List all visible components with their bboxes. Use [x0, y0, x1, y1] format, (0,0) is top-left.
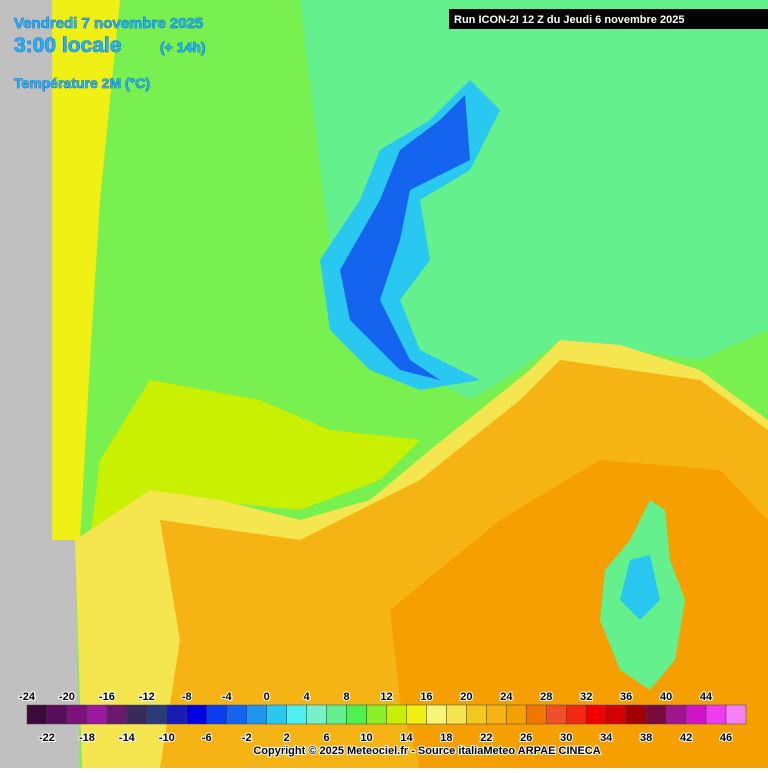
legend-swatch	[346, 704, 367, 725]
legend-swatch	[306, 704, 327, 725]
variable-title: Température 2M (°C)	[14, 75, 150, 91]
legend-swatch	[665, 704, 687, 725]
legend-label: 42	[680, 732, 692, 744]
legend-swatch	[406, 704, 427, 725]
land-cool	[300, 0, 768, 400]
forecast-time: 3:00 locale	[14, 34, 121, 57]
legend-swatch	[326, 704, 347, 725]
legend-label: 22	[480, 732, 492, 744]
legend-swatch	[366, 704, 387, 725]
legend-label: 40	[660, 691, 672, 703]
legend-label: 10	[360, 732, 372, 744]
legend-label: 36	[620, 691, 632, 703]
legend-swatch	[166, 704, 188, 725]
legend-label: -8	[182, 691, 192, 703]
legend-label: 30	[560, 732, 572, 744]
legend-swatch	[645, 704, 667, 725]
legend-swatch	[585, 704, 607, 725]
legend-swatch	[106, 704, 128, 725]
legend-swatch	[446, 704, 467, 725]
legend-swatch	[705, 704, 727, 725]
legend-swatch	[146, 704, 168, 725]
legend-swatch	[725, 704, 747, 725]
land-warm-strip	[52, 0, 120, 540]
legend-swatch	[386, 704, 407, 725]
legend-swatch	[206, 704, 227, 725]
run-label: Run ICON-2I 12 Z du Jeudi 6 novembre 202…	[454, 14, 684, 26]
legend-label: 20	[460, 691, 472, 703]
copyright: Copyright © 2025 Meteociel.fr - Source i…	[253, 745, 600, 757]
run-box	[449, 9, 768, 29]
legend-label: 46	[720, 732, 732, 744]
legend-swatch	[486, 704, 507, 725]
outside-domain	[0, 0, 80, 768]
legend-label: -10	[159, 732, 175, 744]
legend-label: -20	[59, 691, 75, 703]
legend-swatch	[46, 704, 68, 725]
legend-label: -12	[139, 691, 155, 703]
legend-label: 26	[520, 732, 532, 744]
legend-swatch	[466, 704, 487, 725]
color-legend: -24-22-20-18-16-14-12-10-8-6-4-202468101…	[18, 690, 747, 745]
legend-label: 34	[600, 732, 613, 744]
legend-label: -22	[39, 732, 55, 744]
legend-swatch	[506, 704, 527, 725]
legend-swatch	[566, 704, 587, 725]
corsica-mountains	[620, 555, 660, 620]
legend-swatch	[66, 704, 88, 725]
legend-label: 14	[400, 732, 413, 744]
legend-label: 18	[440, 732, 452, 744]
legend-swatch	[605, 704, 627, 725]
legend-swatch	[86, 704, 108, 725]
legend-label: 16	[420, 691, 432, 703]
legend-label: 8	[343, 691, 349, 703]
legend-swatch	[226, 704, 247, 725]
legend-swatch	[625, 704, 647, 725]
legend-label: 32	[580, 691, 592, 703]
legend-swatch	[685, 704, 707, 725]
legend-label: 24	[500, 691, 513, 703]
legend-label: -6	[202, 732, 212, 744]
legend-label: 12	[380, 691, 392, 703]
legend-swatch	[426, 704, 447, 725]
legend-label: -24	[19, 691, 36, 703]
legend-label: 38	[640, 732, 652, 744]
alps-colder	[340, 95, 470, 380]
forecast-date: Vendredi 7 novembre 2025	[14, 15, 203, 32]
legend-swatch	[126, 704, 148, 725]
legend-label: 4	[304, 691, 311, 703]
legend-label: 6	[324, 732, 330, 744]
legend-label: -18	[79, 732, 95, 744]
legend-label: 28	[540, 691, 552, 703]
legend-label: 0	[264, 691, 270, 703]
legend-label: -2	[242, 732, 252, 744]
legend-label: 2	[284, 732, 290, 744]
legend-label: -14	[119, 732, 136, 744]
legend-label: 44	[700, 691, 713, 703]
legend-swatch	[286, 704, 307, 725]
legend-swatch	[246, 704, 267, 725]
legend-swatch	[546, 704, 567, 725]
forecast-offset: (+ 14h)	[160, 39, 206, 55]
sea-warmer	[390, 460, 768, 768]
legend-swatch	[526, 704, 547, 725]
legend-swatch	[266, 704, 287, 725]
legend-label: -4	[222, 691, 233, 703]
legend-label: -16	[99, 691, 115, 703]
legend-swatch	[186, 704, 207, 725]
legend-swatch	[26, 704, 48, 725]
